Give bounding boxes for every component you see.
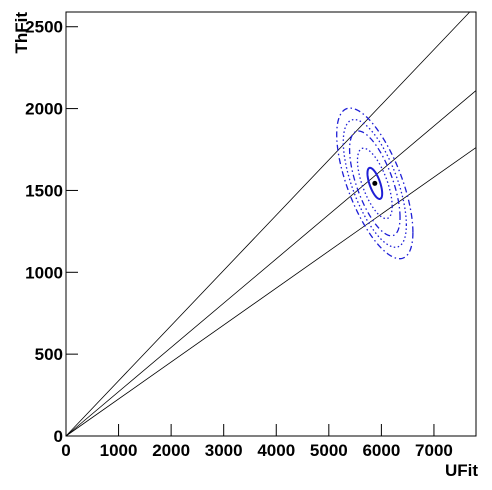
- x-tick-label: 3000: [205, 441, 243, 460]
- contour-ellipse: [356, 147, 393, 220]
- x-tick-label: 1000: [100, 441, 138, 460]
- y-tick-label: 1000: [25, 263, 63, 282]
- x-tick-label: 7000: [415, 441, 453, 460]
- contour-ellipse: [348, 130, 401, 237]
- best-fit-point: [372, 180, 378, 186]
- y-tick-label: 2500: [25, 18, 63, 37]
- x-tick-label: 4000: [257, 441, 295, 460]
- ray-line: [65, 147, 477, 437]
- y-axis-title: ThFit: [12, 12, 31, 54]
- y-tick-label: 2000: [25, 100, 63, 119]
- ray-line: [65, 90, 477, 437]
- x-tick-label: 6000: [362, 441, 400, 460]
- x-tick-label: 0: [61, 441, 70, 460]
- y-tick-label: 500: [35, 345, 63, 364]
- contour-ellipse: [366, 166, 384, 200]
- y-tick-label: 1500: [25, 181, 63, 200]
- ray-line: [65, 11, 470, 437]
- x-axis-title: UFit: [445, 461, 478, 480]
- contour-ellipse: [342, 118, 408, 248]
- x-tick-label: 5000: [310, 441, 348, 460]
- plot-frame: [65, 11, 477, 437]
- x-tick-label: 2000: [152, 441, 190, 460]
- y-tick-label: 0: [54, 427, 63, 446]
- contour-ellipse: [336, 107, 414, 260]
